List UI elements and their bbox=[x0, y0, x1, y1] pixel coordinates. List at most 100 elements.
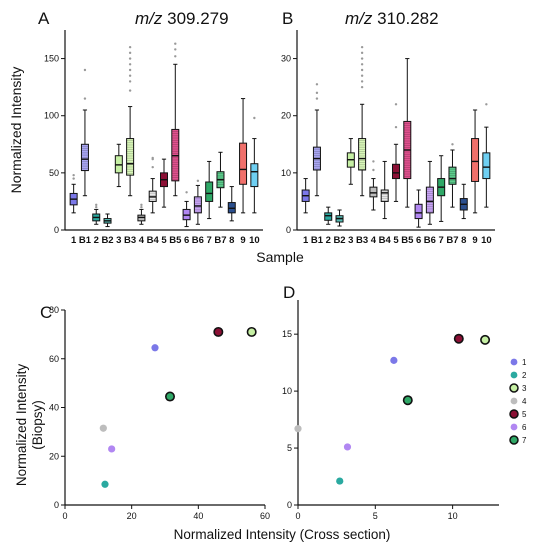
point-sample-7 bbox=[165, 391, 176, 402]
box-body bbox=[471, 138, 480, 182]
outlier-point bbox=[315, 97, 319, 100]
point-sample-7 bbox=[402, 395, 413, 406]
outlier-point bbox=[72, 177, 75, 180]
legend-item-1: 1 bbox=[510, 358, 527, 367]
outlier-point bbox=[315, 91, 319, 95]
panel-b-title-mass: 310.282 bbox=[372, 9, 438, 28]
outlier-point bbox=[360, 57, 364, 60]
x-tick-label-B5: B5 bbox=[169, 235, 182, 246]
axes: 0 50 100 150 bbox=[44, 30, 263, 235]
point-sample-2 bbox=[336, 477, 344, 485]
box-5 bbox=[391, 103, 401, 202]
outlier-point bbox=[174, 42, 177, 45]
outlier-point bbox=[128, 51, 132, 55]
y-tick-label: 0 bbox=[54, 225, 59, 235]
x-tick-label-B3: B3 bbox=[124, 235, 136, 246]
box-B7 bbox=[448, 143, 457, 208]
legend-marker bbox=[509, 383, 519, 393]
box-3 bbox=[114, 143, 123, 188]
y-tick-label: 20 bbox=[49, 451, 59, 461]
outlier-point bbox=[253, 116, 256, 120]
x-tick-label-B7: B7 bbox=[214, 235, 226, 246]
x-tick-label-B6: B6 bbox=[424, 235, 436, 246]
legend-item-6: 6 bbox=[510, 423, 527, 432]
outlier-point bbox=[394, 125, 398, 129]
outlier-point bbox=[128, 68, 132, 72]
point-sample-3 bbox=[246, 326, 257, 337]
legend-label: 2 bbox=[522, 371, 527, 380]
outlier-point bbox=[72, 173, 75, 177]
x-tick-label-5: 5 bbox=[393, 235, 399, 246]
panel-letter-a: A bbox=[38, 9, 50, 28]
x-tick-label: 0 bbox=[62, 511, 67, 521]
legend-marker bbox=[510, 397, 518, 405]
bottom-x-axis-label: Normalized Intensity (Cross section) bbox=[174, 527, 391, 542]
y-tick-label: 5 bbox=[287, 443, 292, 453]
bottom-y-axis-label-line1: Normalized Intensity bbox=[14, 364, 29, 487]
x-tick-label-10: 10 bbox=[249, 235, 260, 246]
outlier-point bbox=[174, 48, 177, 51]
x-tick-label-4: 4 bbox=[371, 235, 377, 246]
outlier-point bbox=[95, 203, 98, 207]
top-y-axis-label: Normalized Intensity bbox=[8, 67, 24, 194]
axes: 0 5 10 15 0 5 10 bbox=[282, 300, 499, 521]
box-B6 bbox=[425, 160, 434, 225]
outlier-point bbox=[151, 165, 154, 169]
panel-b-title-mz: m/z bbox=[345, 9, 373, 28]
outlier-point bbox=[360, 80, 364, 83]
panel-a-title: m/z 309.279 bbox=[135, 9, 229, 28]
x-tick-label-1: 1 bbox=[303, 235, 309, 246]
box-3 bbox=[346, 138, 355, 185]
box-B4 bbox=[380, 160, 389, 220]
legend-marker bbox=[509, 435, 519, 445]
box-10 bbox=[482, 103, 491, 208]
x-tick-label-B2: B2 bbox=[333, 235, 345, 246]
legend-label: 1 bbox=[522, 358, 527, 367]
box-B1 bbox=[80, 68, 89, 197]
legend: 1 2 3 4 5 6 7 bbox=[509, 358, 527, 445]
y-tick-label: 60 bbox=[49, 354, 59, 364]
outlier-point bbox=[128, 89, 132, 92]
box-10 bbox=[250, 116, 259, 214]
panel-a-boxplot: 0 50 100 150 1 B1 2 B2 3 B3 4 B4 5 B5 6 B6 7 B7 8 9 10 bbox=[44, 30, 263, 246]
box-body bbox=[193, 196, 202, 214]
x-tick-label-B6: B6 bbox=[192, 235, 204, 246]
legend-label: 5 bbox=[522, 410, 527, 419]
point-sample-6 bbox=[108, 445, 116, 453]
x-tick-label: 5 bbox=[373, 511, 378, 521]
box-B5 bbox=[403, 58, 412, 208]
outlier-point bbox=[185, 191, 188, 194]
box-7 bbox=[205, 160, 214, 220]
x-tick-label-B3: B3 bbox=[356, 235, 368, 246]
outlier-point bbox=[140, 203, 143, 207]
x-tick-label-6: 6 bbox=[184, 235, 189, 246]
y-tick-label: 50 bbox=[49, 168, 59, 178]
legend-label: 3 bbox=[522, 384, 527, 393]
box-B3 bbox=[358, 45, 367, 197]
bottom-y-axis-label-line2: (Biopsy) bbox=[30, 400, 45, 450]
box-body bbox=[380, 189, 389, 202]
box-B2 bbox=[103, 213, 112, 228]
y-tick-label: 0 bbox=[287, 500, 292, 510]
box-body bbox=[205, 181, 214, 202]
outlier-point bbox=[151, 156, 154, 160]
box-B7 bbox=[216, 151, 225, 208]
box-9 bbox=[239, 98, 248, 214]
box-body bbox=[391, 163, 401, 180]
box-body bbox=[414, 203, 423, 220]
box-B6 bbox=[193, 179, 202, 225]
outlier-point bbox=[315, 83, 319, 86]
point-sample-5 bbox=[453, 333, 464, 344]
legend-item-2: 2 bbox=[510, 371, 527, 380]
x-tick-label-3: 3 bbox=[116, 235, 121, 246]
x-tick-label-10: 10 bbox=[481, 235, 492, 246]
outlier-point bbox=[128, 80, 132, 83]
box-B3 bbox=[126, 45, 135, 197]
panel-b-title: m/z 310.282 bbox=[345, 9, 439, 28]
box-body bbox=[324, 212, 333, 221]
x-tick-label-8: 8 bbox=[461, 235, 466, 246]
x-tick-label-9: 9 bbox=[240, 235, 245, 246]
legend-marker bbox=[510, 358, 518, 366]
box-body bbox=[482, 152, 491, 180]
y-tick-label: 150 bbox=[44, 54, 59, 64]
